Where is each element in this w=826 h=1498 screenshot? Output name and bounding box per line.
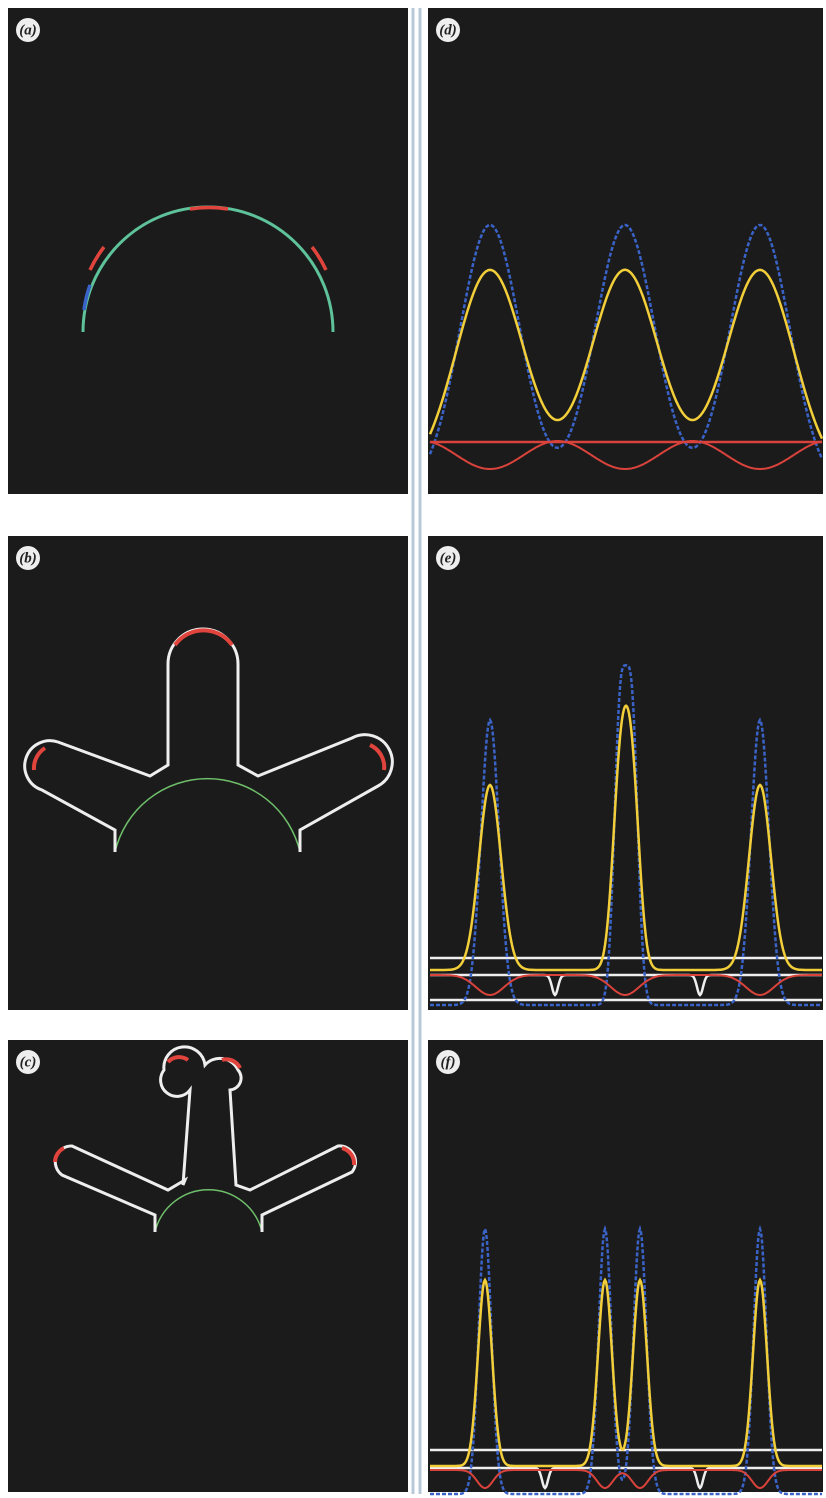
panel — [8, 8, 408, 494]
shape — [190, 208, 228, 209]
panel-label: (a) — [19, 22, 37, 38]
figure: (a) (d) (b) (e) (c) (f) — [0, 0, 826, 1498]
panel-label: (c) — [20, 1054, 37, 1070]
panel — [428, 8, 823, 494]
panel — [428, 536, 823, 1010]
panel-label: (f) — [441, 1054, 456, 1070]
panel-label: (e) — [440, 550, 457, 566]
panel — [8, 1040, 408, 1492]
panel-label: (b) — [19, 550, 37, 566]
panel-label: (d) — [439, 22, 457, 38]
panel — [8, 536, 408, 1010]
